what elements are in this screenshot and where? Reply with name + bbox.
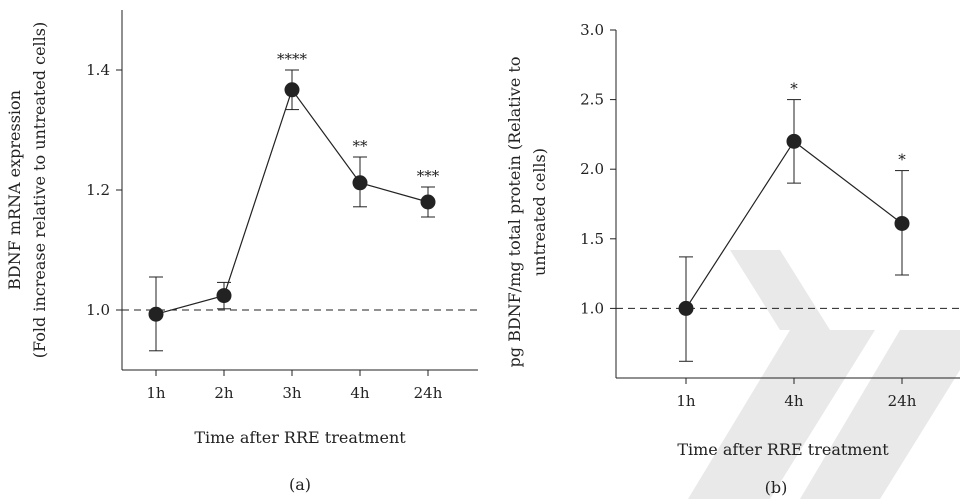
significance-label: *** bbox=[417, 167, 440, 185]
y-tick-label: 1.5 bbox=[580, 230, 604, 248]
panel-label: (a) bbox=[289, 475, 311, 494]
x-tick-label: 4h bbox=[350, 384, 370, 402]
data-point bbox=[678, 300, 694, 316]
x-tick-label: 4h bbox=[784, 392, 804, 410]
data-point bbox=[420, 194, 436, 210]
y-tick-label: 3.0 bbox=[580, 21, 604, 39]
series-line bbox=[155, 88, 429, 315]
significance-label: * bbox=[790, 80, 798, 98]
y-tick-label: 1.2 bbox=[86, 181, 110, 199]
data-point bbox=[148, 306, 164, 322]
y-tick-label: 1.4 bbox=[86, 61, 110, 79]
y-axis-title: BDNF mRNA expression bbox=[5, 90, 24, 290]
y-tick-label: 2.5 bbox=[580, 91, 604, 109]
panel-label: (b) bbox=[765, 478, 788, 497]
significance-label: **** bbox=[277, 50, 308, 68]
y-tick-label: 1.0 bbox=[86, 301, 110, 319]
y-axis-title: (Fold increase relative to untreated cel… bbox=[30, 22, 49, 358]
watermark-decoration bbox=[688, 250, 960, 499]
chart-panel-b: 1.0 1.5 2.0 2.5 3.0 1h 4h 24h * * pg BDNF/mg total… bbox=[505, 21, 960, 497]
x-axis-title: Time after RRE treatment bbox=[677, 440, 889, 459]
data-point bbox=[894, 215, 910, 231]
significance-label: ** bbox=[353, 137, 369, 155]
data-point bbox=[216, 288, 232, 304]
chart-panel-a: 1.01.21.41h 2h 3h 4h 24h*********BDNF mRNA e… bbox=[5, 10, 478, 494]
x-axis-title: Time after RRE treatment bbox=[194, 428, 406, 447]
significance-label: * bbox=[898, 151, 906, 169]
x-tick-label: 1h bbox=[146, 384, 166, 402]
x-tick-label: 1h bbox=[676, 392, 696, 410]
data-point bbox=[786, 133, 802, 149]
data-point bbox=[352, 175, 368, 191]
y-axis-title: pg BDNF/mg total protein (Relative to bbox=[505, 57, 524, 368]
x-tick-label: 24h bbox=[888, 392, 917, 410]
x-tick-label: 3h bbox=[282, 384, 302, 402]
x-tick-label: 2h bbox=[214, 384, 234, 402]
y-axis-title: untreated cells) bbox=[530, 148, 549, 276]
data-point bbox=[284, 82, 300, 98]
y-tick-label: 1.0 bbox=[580, 299, 604, 317]
x-tick-label: 24h bbox=[414, 384, 443, 402]
y-tick-label: 2.0 bbox=[580, 160, 604, 178]
